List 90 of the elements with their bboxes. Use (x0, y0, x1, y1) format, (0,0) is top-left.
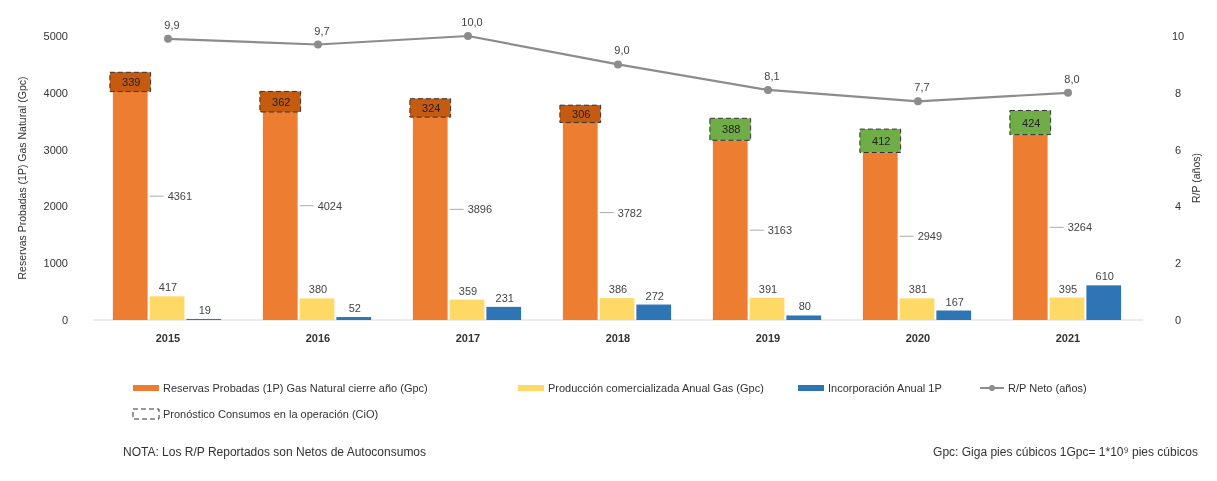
data-label: 417 (158, 281, 178, 294)
data-label: 324 (422, 101, 441, 114)
bar (149, 296, 185, 320)
y-tick-label: 2000 (43, 200, 68, 213)
bar (299, 298, 335, 320)
data-label: 359 (458, 284, 478, 297)
y-axis-title: Reservas Probadas (1P) Gas Natural (Gpc) (16, 76, 28, 280)
bar (1012, 134, 1048, 320)
data-label: 9,0 (614, 44, 630, 57)
y2-tick-label: 0 (1174, 314, 1182, 326)
bar (449, 299, 485, 320)
bar (786, 315, 822, 320)
data-label: 424 (1022, 116, 1041, 129)
data-label: 7,7 (914, 81, 930, 94)
data-label: 272 (645, 289, 664, 302)
x-tick-label: 2021 (1055, 332, 1081, 344)
bar (636, 304, 672, 320)
data-label: 2949 (917, 230, 943, 243)
y2-axis-title: R/P (años) (1190, 153, 1202, 203)
y-tick-label: 0 (61, 314, 68, 326)
data-label: 388 (722, 123, 741, 136)
bar (936, 310, 972, 320)
data-label: 167 (945, 295, 964, 308)
point (914, 97, 922, 106)
data-label: 3896 (467, 203, 493, 216)
data-label: 386 (608, 283, 628, 296)
bar (749, 297, 785, 320)
y2-tick-label: 8 (1174, 86, 1182, 99)
legend-label: Pronóstico Consumos en la operación (CiO) (163, 408, 379, 420)
data-label: 9,7 (314, 24, 330, 37)
data-label: 3264 (1067, 221, 1093, 234)
point (764, 85, 772, 94)
x-tick-label: 2018 (605, 332, 631, 344)
x-tick-label: 2016 (305, 332, 331, 344)
y2-tick-label: 10 (1171, 30, 1185, 42)
data-label: 10,0 (461, 16, 483, 28)
data-label: 391 (758, 282, 778, 295)
data-label: 395 (1058, 282, 1078, 295)
bar (1086, 285, 1122, 320)
data-label: 3782 (617, 206, 643, 219)
legend-label: Producción comercializada Anual Gas (Gpc) (548, 382, 764, 394)
point (314, 40, 322, 49)
legend-label: Reservas Probadas (1P) Gas Natural cierre año (Gpc) (163, 382, 428, 394)
y-tick-label: 3000 (43, 143, 68, 156)
data-label: 306 (572, 107, 591, 120)
data-label: 231 (495, 291, 514, 304)
y2-tick-label: 4 (1174, 200, 1182, 213)
x-tick-label: 2015 (155, 332, 181, 344)
text: NOTA: Los R/P Reportados son Netos de Autoconsumos (123, 445, 427, 459)
point (164, 34, 172, 43)
bar (259, 90, 302, 113)
point (614, 60, 622, 69)
data-label: 80 (798, 300, 811, 313)
bar (409, 98, 452, 118)
bar (1009, 110, 1052, 136)
y-tick-label: 5000 (43, 30, 68, 42)
x-tick-label: 2017 (455, 332, 481, 344)
data-label: 9,9 (164, 18, 180, 31)
x-tick-label: 2020 (905, 332, 931, 344)
data-label: 52 (348, 302, 361, 315)
point (1064, 88, 1072, 97)
data-label: 381 (908, 283, 928, 296)
data-label: 610 (1095, 270, 1114, 283)
data-label: 380 (308, 283, 328, 296)
legend-label: Incorporación Anual 1P (828, 382, 942, 394)
data-label: 4024 (317, 199, 343, 212)
bar (859, 128, 902, 153)
y-tick-label: 1000 (43, 257, 68, 270)
bar (712, 140, 748, 320)
y2-tick-label: 2 (1174, 257, 1182, 270)
data-label: 4361 (167, 190, 193, 203)
data-label: 8,0 (1064, 72, 1080, 85)
data-label: 412 (872, 134, 891, 147)
data-label: 339 (122, 75, 141, 88)
data-label: 362 (272, 95, 291, 108)
bar (336, 317, 372, 320)
bar (1049, 297, 1085, 320)
text: Gpc: Giga pies cúbicos 1Gpc= 1*10⁹ pies cúbicos (933, 445, 1198, 459)
point (464, 32, 472, 40)
bar (599, 298, 635, 320)
bar (486, 306, 522, 320)
bar (899, 298, 935, 320)
data-label: 3163 (767, 224, 793, 237)
data-label: 19 (198, 303, 211, 316)
bar (862, 152, 898, 320)
y2-tick-label: 6 (1174, 143, 1182, 156)
legend-label: R/P Neto (años) (1008, 382, 1087, 394)
x-tick-label: 2019 (755, 332, 781, 344)
y-tick-label: 4000 (43, 86, 68, 99)
data-label: 8,1 (764, 69, 780, 82)
